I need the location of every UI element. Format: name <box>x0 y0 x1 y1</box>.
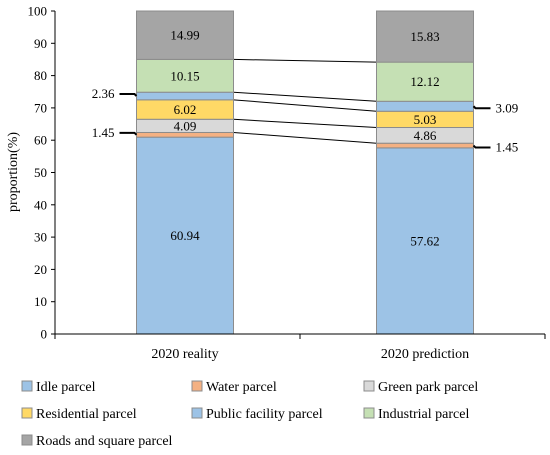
callout-label: 1.45 <box>496 140 519 155</box>
bar-segment <box>376 10 474 63</box>
legend-label: Industrial parcel <box>378 407 469 422</box>
legend-swatch <box>21 407 33 419</box>
callouts: 2.36 3.09 1.45 1.45 <box>92 86 519 155</box>
callout-label: 2.36 <box>92 86 115 101</box>
x-tick-label: 2020 reality <box>151 347 218 362</box>
legend-swatch <box>191 407 203 419</box>
legend-label: Public facility parcel <box>206 407 323 422</box>
legend-swatch <box>21 434 33 446</box>
bar-segment <box>136 91 234 101</box>
x-axis-group: 2020 reality 2020 prediction <box>54 333 546 362</box>
y-tick-label: 50 <box>34 165 47 180</box>
bar-segment <box>136 10 234 60</box>
bars: 60.94 57.62 4.09 4.86 6.02 5.03 10.15 12.12 14.9… <box>136 10 474 335</box>
y-tick-label: 100 <box>28 4 48 19</box>
legend-swatch <box>363 380 375 392</box>
callout-line <box>472 105 491 110</box>
y-tick-label: 30 <box>34 230 47 245</box>
legend-label: Idle parcel <box>36 380 96 395</box>
legend-swatch <box>191 380 203 392</box>
y-tick-label: 60 <box>34 133 47 148</box>
connector-line <box>233 99 377 112</box>
bar-segment <box>136 136 234 335</box>
callout-line <box>119 93 138 97</box>
data-label: 60.94 <box>170 228 200 243</box>
callout-label: 1.45 <box>92 125 115 140</box>
bar-segment <box>376 61 474 102</box>
connector-line <box>233 131 377 144</box>
y-axis-group: 0 10 20 30 40 50 60 70 80 90 100 <box>28 4 56 342</box>
legend-label: Green park parcel <box>378 380 478 395</box>
connector-lines <box>233 58 377 144</box>
connector-line <box>233 118 377 129</box>
y-tick-label: 70 <box>34 100 47 115</box>
y-axis-label: proportion(%) <box>6 132 21 212</box>
data-label: 4.86 <box>414 128 437 143</box>
connector-line <box>233 91 377 102</box>
legend: Idle parcel Water parcel Green park parcel… <box>21 380 478 449</box>
bar-segment <box>376 147 474 335</box>
x-tick-label: 2020 prediction <box>381 347 469 362</box>
data-label: 15.83 <box>410 29 439 44</box>
y-tick-label: 20 <box>34 262 47 277</box>
data-label: 6.02 <box>174 102 197 117</box>
data-label: 14.99 <box>170 28 199 43</box>
legend-label: Water parcel <box>206 380 277 395</box>
callout-label: 3.09 <box>496 100 519 115</box>
data-label: 10.15 <box>170 68 199 83</box>
data-label: 4.09 <box>174 118 197 133</box>
y-tick-label: 40 <box>34 197 47 212</box>
legend-swatch <box>21 380 33 392</box>
y-tick-label: 10 <box>34 294 47 309</box>
callout-line <box>472 144 491 149</box>
y-tick-label: 80 <box>34 68 47 83</box>
connector-line <box>233 58 377 63</box>
bar-segment <box>136 58 234 93</box>
legend-swatch <box>363 407 375 419</box>
legend-label: Roads and square parcel <box>36 434 173 449</box>
y-tick-label: 0 <box>41 327 48 342</box>
legend-label: Residential parcel <box>36 407 137 422</box>
bar-segment <box>376 100 474 112</box>
y-tick-label: 90 <box>34 36 47 51</box>
bar-segment <box>376 142 474 149</box>
data-label: 12.12 <box>410 74 439 89</box>
data-label: 57.62 <box>410 233 439 248</box>
callout-line <box>119 131 138 136</box>
data-label: 5.03 <box>414 112 437 127</box>
